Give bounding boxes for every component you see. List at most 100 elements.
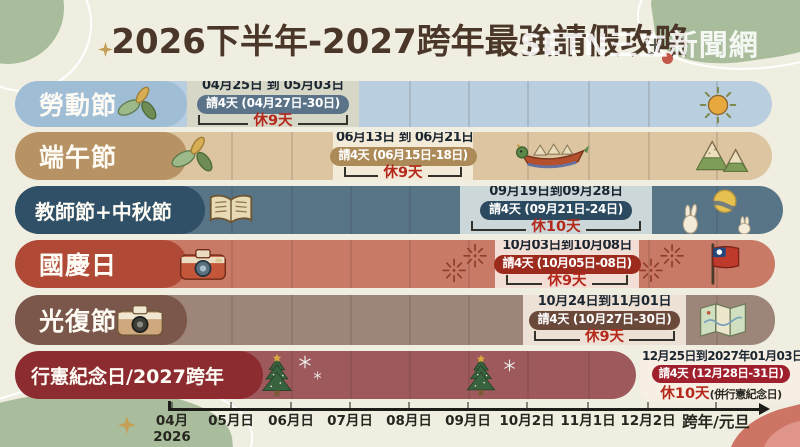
- month-gridline: [468, 295, 470, 345]
- rest-days: 休10天: [531, 219, 581, 234]
- rest-days: 休10天: [660, 386, 710, 403]
- sparkle-icon: [98, 42, 113, 57]
- row-dragon-boat-festival: 端午節 06月13日 到 06月21日 請4天 (06月15日-18日) 休9天: [15, 132, 772, 180]
- axis-tick-mark: [587, 402, 589, 408]
- month-gridline: [648, 81, 650, 127]
- axis-tick-mark: [526, 402, 528, 408]
- month-gridline: [716, 186, 718, 234]
- date-range: 06月13日 到 06月21日: [336, 132, 474, 146]
- date-range: 10月03日到10月08日: [502, 240, 632, 254]
- annotation-panel: 06月13日 到 06月21日 請4天 (06月15日-18日) 休9天: [329, 132, 477, 180]
- holiday-name: 國慶日: [39, 251, 118, 280]
- annotation-panel: 10月24日到11月01日 請4天 (10月27日-30日) 休9天: [523, 295, 686, 345]
- row-label-capsule: 教師節+中秋節: [15, 186, 205, 234]
- month-gridline: [648, 132, 650, 180]
- holiday-name: 教師節+中秋節: [35, 199, 172, 224]
- month-gridline: [527, 351, 529, 399]
- axis-tick-label: 07月日: [327, 413, 373, 429]
- axis-tick-label: 11月1日: [560, 413, 616, 429]
- row-constitution-new-year: 行憲紀念日/2027跨年: [15, 351, 636, 399]
- fireworks-icon: [637, 243, 687, 285]
- dragon-boat-icon: [513, 139, 589, 173]
- timeline-axis: [168, 401, 770, 415]
- month-gridline: [409, 240, 411, 288]
- leave-pill: 請4天 (06月15日-18日): [329, 147, 477, 166]
- axis-tick-label: 12月2日: [620, 413, 676, 429]
- month-gridline: [291, 132, 293, 180]
- camera-icon: [178, 245, 228, 283]
- axis-tick-mark: [171, 402, 173, 408]
- date-range: 10月24日到11月01日: [537, 295, 672, 310]
- row-label-capsule: 端午節: [15, 132, 187, 180]
- annotation-panel: 09月19日到09月28日 請4天 (09月21日-24日) 休10天: [460, 186, 652, 234]
- month-gridline: [231, 240, 233, 288]
- month-gridline: [291, 240, 293, 288]
- month-gridline: [468, 351, 470, 399]
- row-label-capsule: 行憲紀念日/2027跨年: [15, 351, 263, 399]
- month-gridline: [588, 81, 590, 127]
- axis-tick-mark: [230, 402, 232, 408]
- month-gridline: [350, 295, 352, 345]
- month-gridline: [409, 186, 411, 234]
- axis-tick-label: 06月日: [268, 413, 314, 429]
- month-gridline: [588, 351, 590, 399]
- month-gridline: [350, 186, 352, 234]
- axis-tick-mark: [467, 402, 469, 408]
- map-icon: [697, 300, 749, 340]
- date-range: 04月25日 到 05月03日: [202, 81, 344, 94]
- date-range: 12月25日到2027年01月03日: [642, 349, 800, 364]
- month-gridline: [648, 240, 650, 288]
- month-gridline: [350, 240, 352, 288]
- snowflake-icon: [503, 359, 516, 372]
- holiday-name: 行憲紀念日/2027跨年: [31, 365, 224, 388]
- month-gridline: [468, 81, 470, 127]
- date-range: 09月19日到09月28日: [489, 186, 623, 200]
- leave-pill: 請4天 (04月27日-30日): [197, 95, 349, 114]
- axis-tick-label: 跨年/元旦: [682, 413, 750, 431]
- month-gridline: [291, 295, 293, 345]
- rest-days: 休9天: [584, 329, 625, 345]
- rest-bracket: 休10天: [463, 219, 649, 234]
- month-gridline: [409, 295, 411, 345]
- axis-tick-mark: [647, 402, 649, 408]
- row-retrocession-day: 光復節 10月24日到11月01日 請4天 (10月27日-30日) 休9天: [15, 295, 775, 345]
- rest-days-line: 休10天(併行憲紀念日): [642, 384, 800, 402]
- row-label-capsule: 勞動節: [15, 81, 187, 127]
- row-labor-day: 勞動節 04月25日 到 05月03日 請4天 (04月27日-30日) 休9天: [15, 81, 772, 127]
- snowflake-icon: [298, 355, 312, 369]
- camera-icon: [115, 301, 165, 339]
- axis-tick-mark: [349, 402, 351, 408]
- flag-icon: [704, 242, 742, 286]
- axis-tick-label: 08月日: [386, 413, 432, 429]
- holiday-name: 光復節: [39, 307, 118, 336]
- crosshair-icon: [648, 38, 662, 52]
- christmas-tree-icon: [465, 354, 497, 397]
- red-dot-decor: [662, 53, 673, 64]
- book-icon: [207, 192, 255, 228]
- axis-tick-label: 04月 2026: [153, 413, 191, 446]
- snowflake-icon: [313, 371, 322, 380]
- axis-tick-label: 05月日: [208, 413, 254, 429]
- rest-note: (併行憲紀念日): [709, 388, 783, 402]
- leave-pill: 請4天 (10月05日-08日): [493, 255, 641, 274]
- row-label-capsule: 國慶日: [15, 240, 187, 288]
- leave-pill: 請4天 (10月27日-30日): [528, 311, 681, 330]
- watermark: SETN三立新聞網: [520, 28, 759, 62]
- x-axis-labels: 04月 2026 05月日 06月日 07月日 08月日 09月日 10月2日 11月1日 12月…: [0, 413, 800, 447]
- rest-days: 休9天: [547, 273, 587, 288]
- leave-pill: 請4天 (09月21日-24日): [480, 201, 632, 220]
- leave-pill: 請4天 (12月28日-31日): [651, 365, 791, 384]
- month-gridline: [231, 295, 233, 345]
- rest-bracket: 休9天: [526, 329, 683, 345]
- month-gridline: [291, 351, 293, 399]
- month-gridline: [291, 186, 293, 234]
- axis-tick-mark: [290, 402, 292, 408]
- month-gridline: [588, 132, 590, 180]
- moon-rabbits-icon: [673, 188, 759, 234]
- zongzi-icon: [695, 137, 751, 175]
- month-gridline: [527, 81, 529, 127]
- month-gridline: [409, 81, 411, 127]
- fireworks-icon: [440, 243, 490, 285]
- axis-tick-mark: [408, 402, 410, 408]
